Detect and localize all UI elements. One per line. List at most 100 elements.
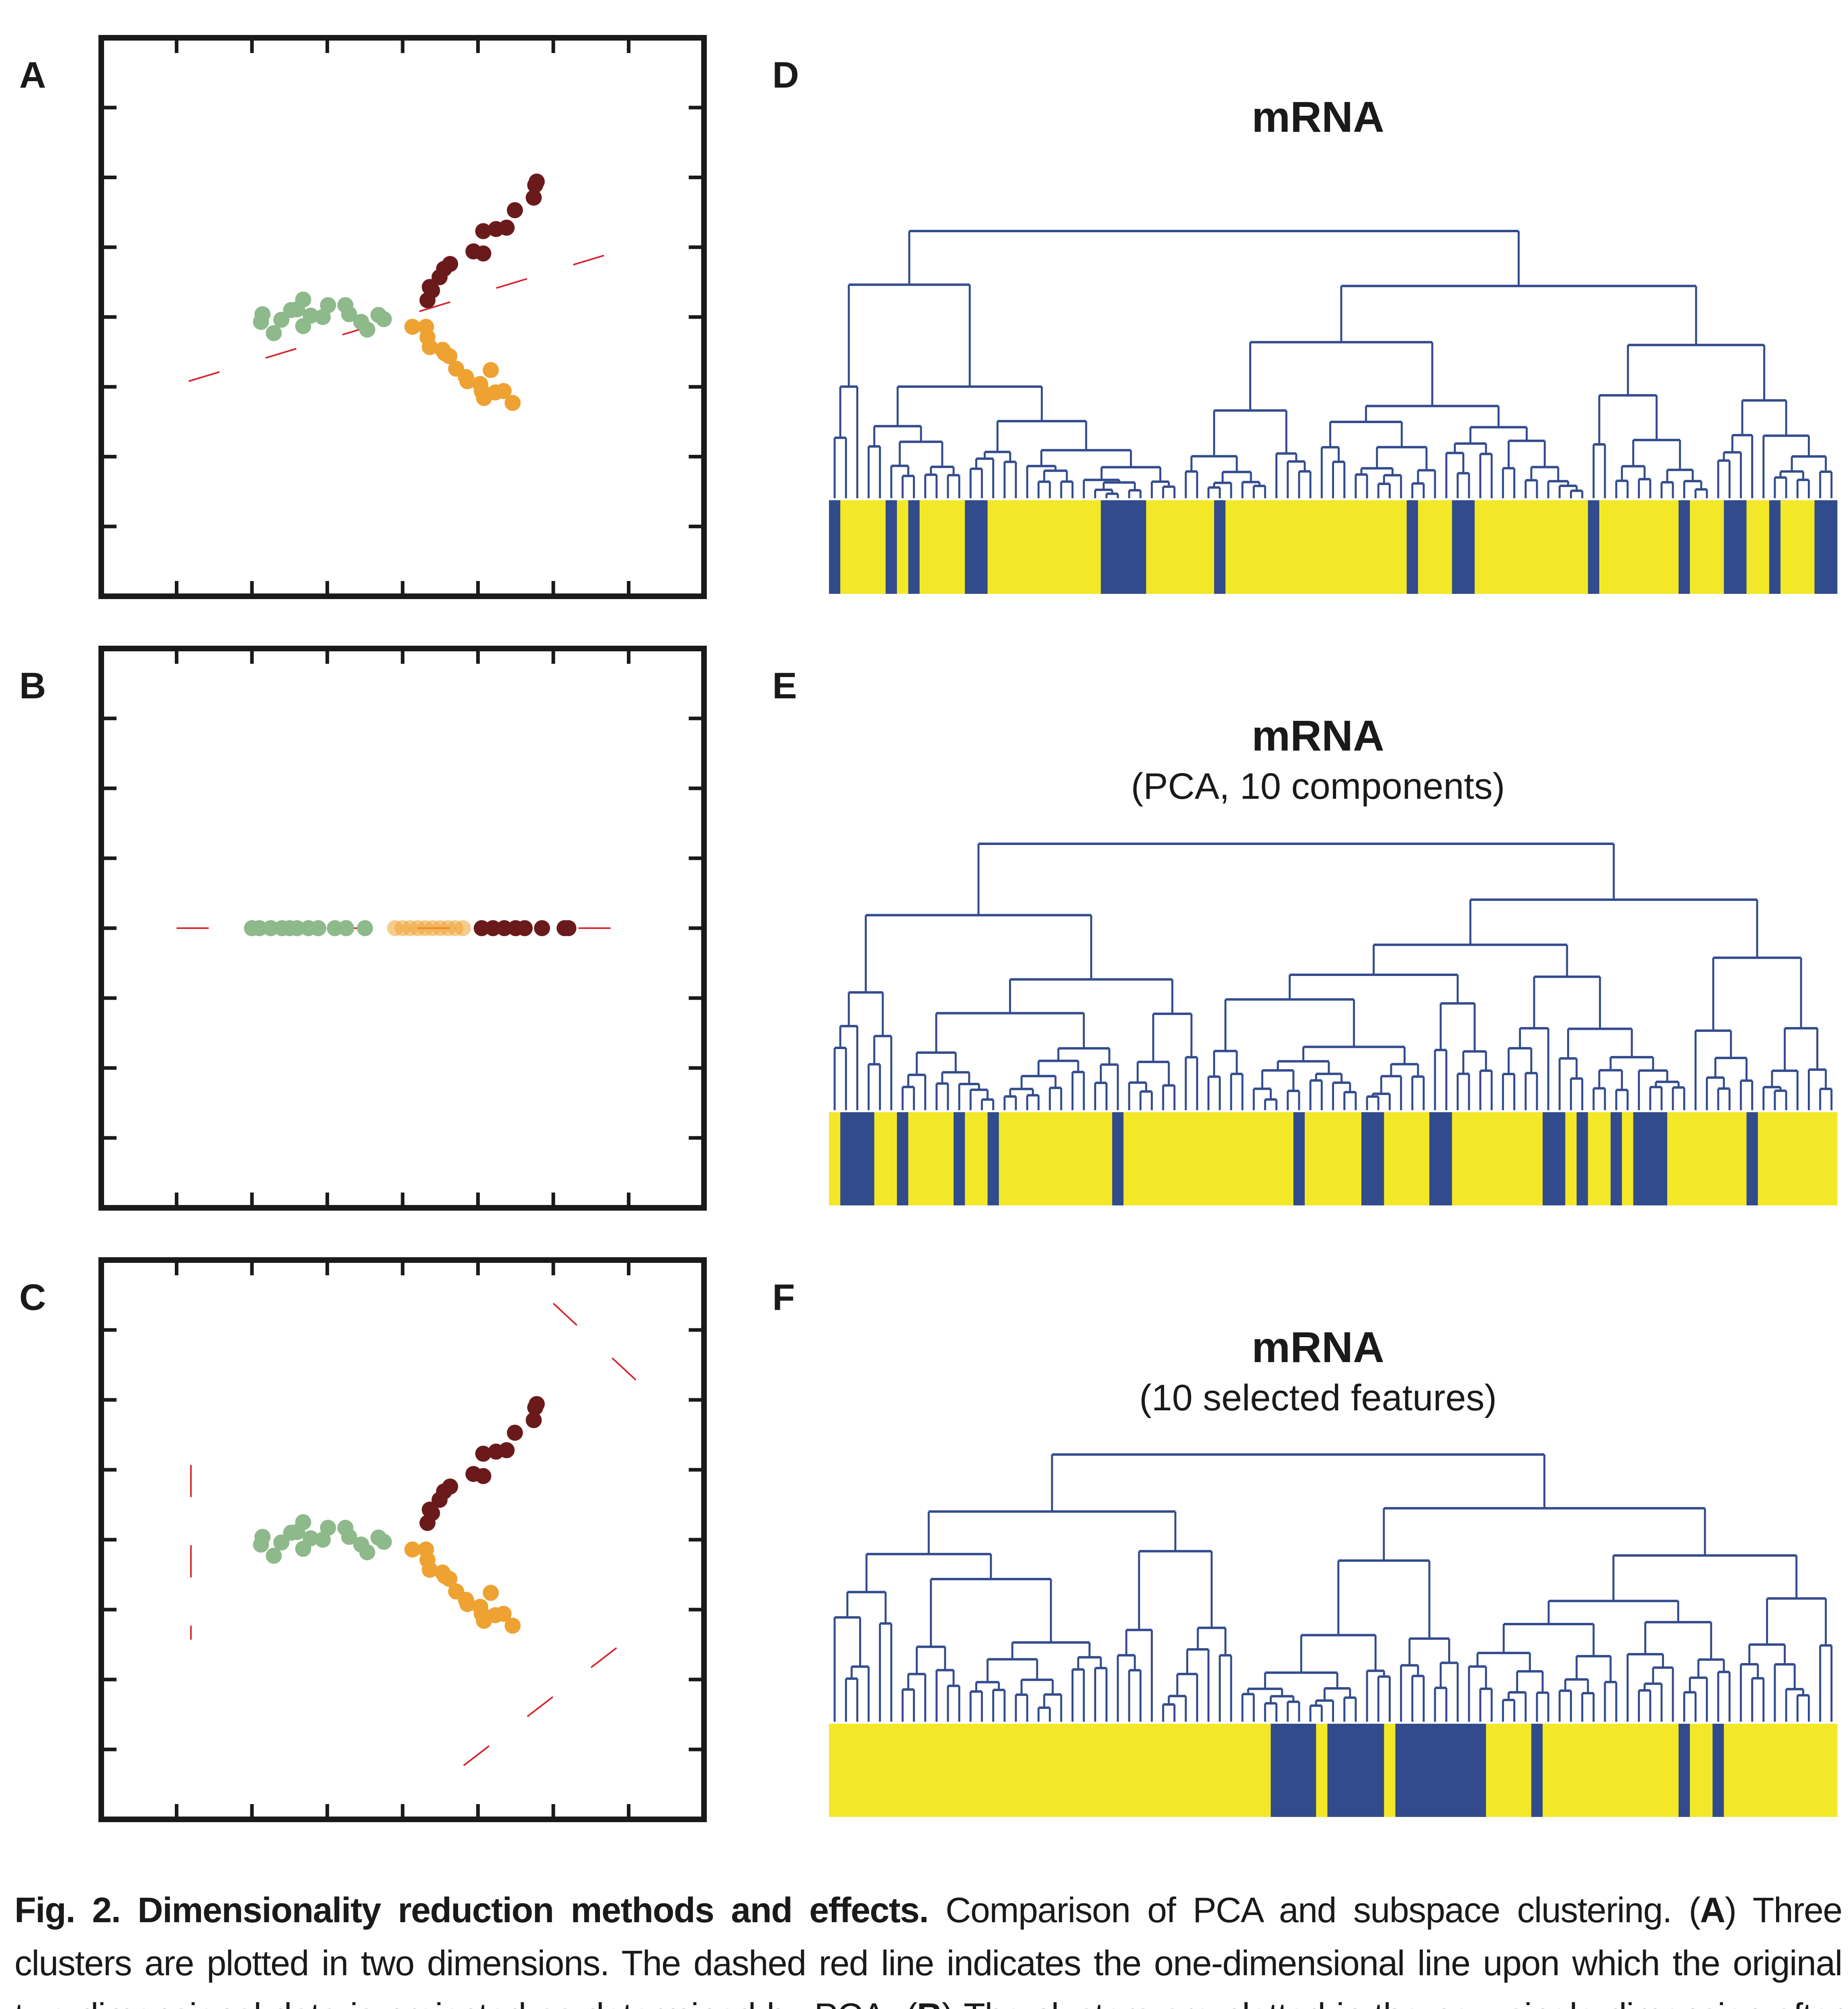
bar-nongastrointestinal bbox=[987, 500, 999, 594]
cluster-orange-point bbox=[483, 1585, 499, 1601]
bar-nongastrointestinal bbox=[931, 1724, 943, 1817]
bar-nongastrointestinal bbox=[1259, 1724, 1271, 1817]
bar-nongastrointestinal bbox=[1565, 500, 1577, 594]
bar-gastrointestinal bbox=[1463, 1724, 1475, 1817]
bar-nongastrointestinal bbox=[1758, 1724, 1770, 1817]
plot-frame bbox=[98, 646, 707, 1211]
bar-gastrointestinal bbox=[1123, 500, 1135, 594]
bar-nongastrointestinal bbox=[1678, 1112, 1690, 1205]
bar-nongastrointestinal bbox=[1769, 1724, 1781, 1817]
bar-nongastrointestinal bbox=[987, 1724, 999, 1817]
bar-nongastrointestinal bbox=[1236, 1112, 1248, 1205]
bar-nongastrointestinal bbox=[1633, 1724, 1645, 1817]
figure-caption: Fig. 2. Dimensionality reduction methods… bbox=[14, 1884, 1843, 2009]
bar-nongastrointestinal bbox=[1735, 1112, 1747, 1205]
bar-nongastrointestinal bbox=[1259, 500, 1271, 594]
cluster-maroon-point bbox=[560, 920, 577, 936]
bar-nongastrointestinal bbox=[1271, 1112, 1283, 1205]
bar-nongastrointestinal bbox=[829, 1724, 841, 1817]
dendrogram-panel-d bbox=[829, 230, 1838, 594]
bar-nongastrointestinal bbox=[1157, 1112, 1169, 1205]
bar-nongastrointestinal bbox=[1203, 500, 1215, 594]
caption-text: ) Three clusters are plotted in two dime… bbox=[14, 1890, 1843, 2009]
panel-label-a: A bbox=[19, 55, 46, 96]
bar-nongastrointestinal bbox=[1769, 1112, 1781, 1205]
alt-projection-upper-diagonal bbox=[553, 1303, 659, 1402]
cluster-maroon-point bbox=[498, 1442, 515, 1459]
bar-gastrointestinal bbox=[1406, 500, 1418, 594]
bar-nongastrointestinal bbox=[840, 500, 852, 594]
bar-nongastrointestinal bbox=[1576, 1724, 1588, 1817]
caption-text: ) The clusters are plotted in the new si… bbox=[14, 1996, 1843, 2009]
bar-nongastrointestinal bbox=[1441, 500, 1453, 594]
bar-nongastrointestinal bbox=[1169, 1724, 1181, 1817]
bar-nongastrointestinal bbox=[1474, 1112, 1486, 1205]
bar-nongastrointestinal bbox=[1701, 1724, 1713, 1817]
bar-nongastrointestinal bbox=[1780, 500, 1792, 594]
bar-nongastrointestinal bbox=[976, 1724, 988, 1817]
bar-gastrointestinal bbox=[1452, 500, 1464, 594]
bar-nongastrointestinal bbox=[1735, 1724, 1747, 1817]
cluster-green-point bbox=[376, 311, 392, 327]
bar-nongastrointestinal bbox=[863, 1724, 875, 1817]
bar-nongastrointestinal bbox=[1373, 500, 1384, 594]
cluster-green-point bbox=[310, 920, 326, 936]
bar-nongastrointestinal bbox=[1758, 500, 1770, 594]
bar-nongastrointestinal bbox=[942, 1724, 954, 1817]
bar-nongastrointestinal bbox=[1044, 1724, 1056, 1817]
bar-nongastrointestinal bbox=[942, 1112, 954, 1205]
bar-gastrointestinal bbox=[1735, 500, 1747, 594]
cluster-maroon-point bbox=[422, 1502, 438, 1518]
cluster-maroon-point bbox=[473, 920, 490, 936]
bar-nongastrointestinal bbox=[919, 1724, 931, 1817]
bar-nongastrointestinal bbox=[1293, 500, 1305, 594]
bar-nongastrointestinal bbox=[1497, 1724, 1509, 1817]
cluster-maroon-point bbox=[496, 920, 513, 936]
cluster-maroon-point bbox=[526, 1412, 542, 1428]
bar-gastrointestinal bbox=[840, 1112, 852, 1205]
bar-nongastrointestinal bbox=[1384, 1724, 1396, 1817]
cluster-green-point bbox=[295, 291, 311, 308]
bar-gastrointestinal bbox=[1338, 1724, 1351, 1817]
bar-gastrointestinal bbox=[1305, 1724, 1316, 1817]
bar-nongastrointestinal bbox=[1712, 500, 1724, 594]
bar-nongastrointestinal bbox=[1406, 1112, 1418, 1205]
bar-gastrointestinal bbox=[1112, 1112, 1124, 1205]
bar-nongastrointestinal bbox=[1644, 500, 1656, 594]
bar-nongastrointestinal bbox=[829, 1112, 841, 1205]
bar-gastrointestinal bbox=[1282, 1724, 1294, 1817]
bar-nongastrointestinal bbox=[954, 1724, 965, 1817]
bar-nongastrointestinal bbox=[1225, 1724, 1237, 1817]
bar-nongastrointestinal bbox=[1814, 1724, 1826, 1817]
bar-nongastrointestinal bbox=[1780, 1112, 1792, 1205]
bar-nongastrointestinal bbox=[931, 500, 943, 594]
bar-nongastrointestinal bbox=[1531, 1112, 1543, 1205]
bar-nongastrointestinal bbox=[1055, 1724, 1067, 1817]
dendrogram-f-title: mRNA bbox=[1252, 1323, 1384, 1371]
bar-nongastrointestinal bbox=[1078, 1112, 1090, 1205]
cluster-green-point bbox=[303, 307, 319, 324]
bar-nongastrointestinal bbox=[1474, 500, 1486, 594]
dendrogram-f-subtitle: (10 selected features) bbox=[1139, 1377, 1497, 1418]
cluster-maroon-point bbox=[442, 1478, 458, 1495]
bar-nongastrointestinal bbox=[1236, 1724, 1248, 1817]
bar-gastrointestinal bbox=[1350, 1724, 1362, 1817]
bar-nongastrointestinal bbox=[1395, 500, 1407, 594]
bar-nongastrointestinal bbox=[1180, 1112, 1192, 1205]
bar-nongastrointestinal bbox=[1248, 1112, 1260, 1205]
bar-nongastrointestinal bbox=[1814, 1112, 1826, 1205]
bar-nongastrointestinal bbox=[1746, 500, 1758, 594]
bar-gastrointestinal bbox=[1441, 1724, 1453, 1817]
cluster-orange-point bbox=[441, 348, 458, 364]
bar-gastrointestinal bbox=[1452, 1724, 1464, 1817]
bar-gastrointestinal bbox=[1373, 1112, 1384, 1205]
bar-nongastrointestinal bbox=[1033, 1112, 1045, 1205]
bar-nongastrointestinal bbox=[1644, 1724, 1656, 1817]
bar-nongastrointestinal bbox=[863, 500, 875, 594]
bar-nongastrointestinal bbox=[1554, 1724, 1566, 1817]
cluster-maroon-point bbox=[422, 279, 438, 295]
bar-nongastrointestinal bbox=[1633, 500, 1645, 594]
bar-nongastrointestinal bbox=[1248, 500, 1260, 594]
bar-gastrointestinal bbox=[1746, 1112, 1758, 1205]
bar-nongastrointestinal bbox=[897, 500, 909, 594]
